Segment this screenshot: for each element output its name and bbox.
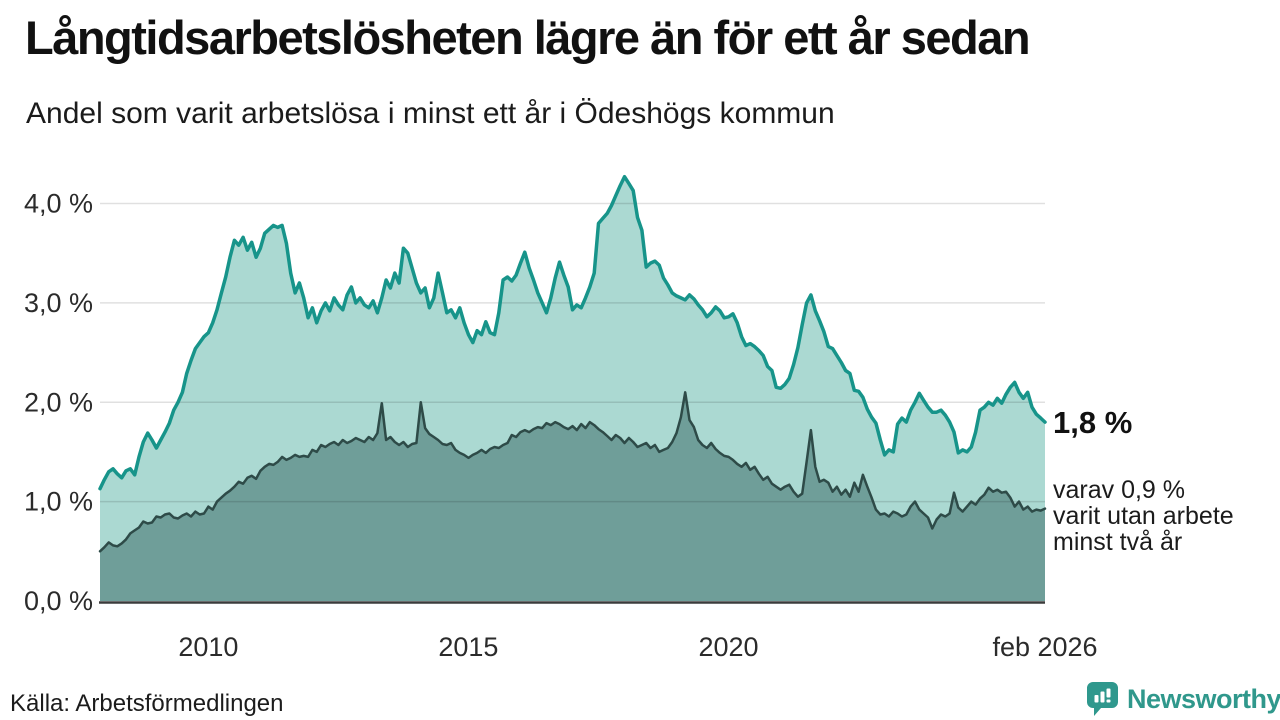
line-series-0 [98, 174, 1047, 491]
x-tick-label: feb 2026 [992, 632, 1097, 662]
latest-value-label: 1,8 % [1053, 405, 1133, 440]
two-year-note: varav 0,9 % varit utan arbete minst två … [1053, 477, 1234, 555]
x-tick-label: 2020 [698, 632, 758, 662]
page-subtitle: Andel som varit arbetslösa i minst ett å… [26, 97, 835, 130]
source-credit: Källa: Arbetsförmedlingen [10, 690, 284, 717]
y-tick-label: 3,0 % [24, 288, 93, 318]
y-tick-label: 4,0 % [24, 189, 93, 219]
note-line-2: varit utan arbete [1053, 502, 1234, 530]
line-series-1 [98, 391, 1047, 553]
y-tick-label: 0,0 % [24, 586, 93, 616]
note-line-3: minst två år [1053, 528, 1183, 556]
x-tick-label: 2015 [438, 632, 498, 662]
newsworthy-logo: Newsworthy [1086, 680, 1280, 718]
newsworthy-logo-icon [1086, 681, 1119, 717]
x-tick-label: 2010 [178, 632, 238, 662]
y-tick-label: 2,0 % [24, 387, 93, 417]
newsworthy-logo-text: Newsworthy [1127, 683, 1280, 714]
page-title: Långtidsarbetslösheten lägre än för ett … [25, 11, 1031, 64]
note-line-1: varav 0,9 % [1053, 476, 1186, 504]
y-tick-label: 1,0 % [24, 487, 93, 517]
